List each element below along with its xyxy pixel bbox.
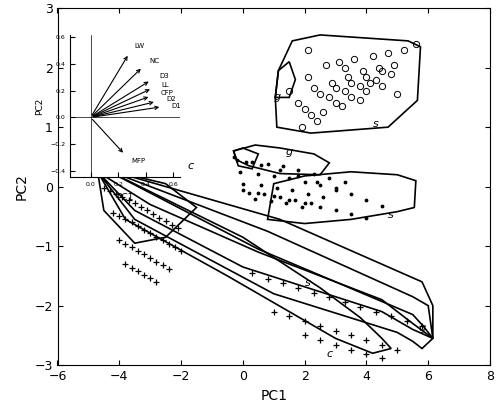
Text: NC: NC [150, 58, 160, 64]
Y-axis label: PC2: PC2 [14, 173, 28, 200]
Text: c: c [188, 161, 194, 171]
Text: s: s [373, 119, 378, 129]
Text: g: g [274, 92, 281, 102]
Text: D3: D3 [159, 73, 169, 79]
X-axis label: PC1: PC1 [116, 193, 134, 202]
Text: D2: D2 [166, 96, 175, 102]
Text: CFP: CFP [160, 90, 173, 96]
Text: s: s [388, 210, 394, 220]
Text: LW: LW [134, 43, 144, 49]
Text: g: g [286, 147, 293, 157]
Text: c: c [326, 349, 332, 359]
Text: D1: D1 [172, 102, 181, 109]
Text: g: g [418, 323, 426, 333]
Text: LL: LL [161, 82, 169, 88]
X-axis label: PC1: PC1 [260, 388, 287, 403]
Y-axis label: PC2: PC2 [36, 98, 44, 115]
Text: s: s [305, 278, 310, 288]
Text: MFP: MFP [132, 158, 145, 164]
